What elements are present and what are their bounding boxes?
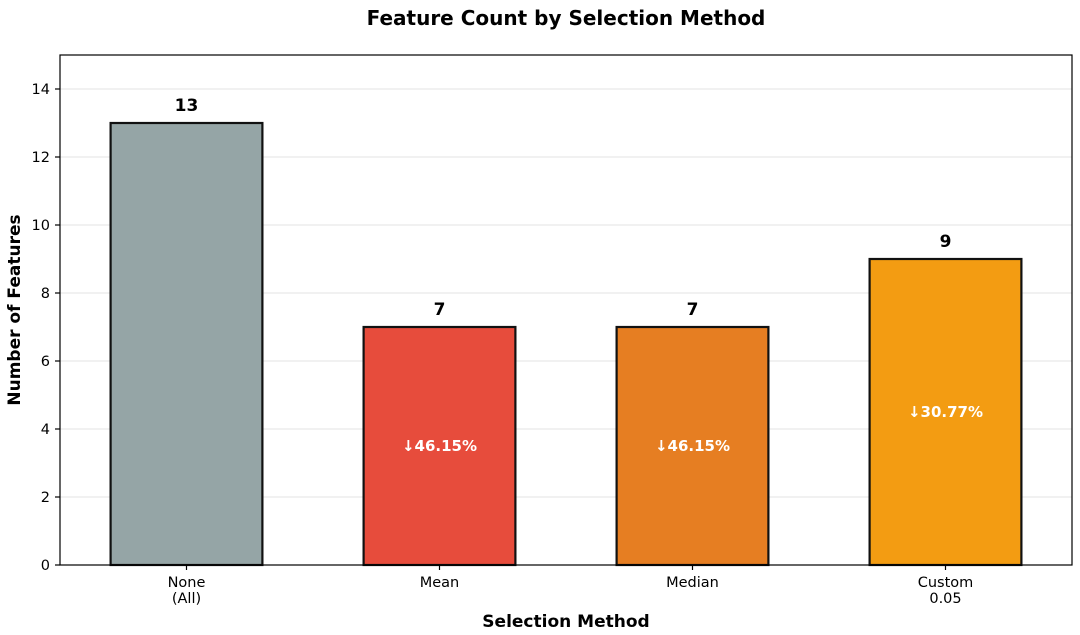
y-tick-label: 2 (41, 490, 50, 506)
bar (109, 121, 264, 567)
bar (868, 257, 1023, 567)
bar-value-label: 7 (687, 300, 699, 320)
y-axis-label: Number of Features (5, 214, 25, 405)
x-tick-label: Custom (918, 575, 974, 591)
x-tick-label: (All) (172, 591, 201, 607)
bar-value-label: 7 (434, 300, 446, 320)
bar-reduction-label: ↓46.15% (655, 437, 730, 455)
x-tick-label: Mean (420, 575, 460, 591)
plot-area-frame (59, 54, 1073, 566)
chart-title: Feature Count by Selection Method (367, 6, 766, 30)
x-tick-label: None (168, 575, 206, 591)
y-tick-label: 14 (32, 82, 50, 98)
bar-reduction-label: ↓30.77% (908, 403, 983, 421)
y-tick-label: 12 (32, 150, 50, 166)
x-tick-label: Median (666, 575, 719, 591)
y-tick-label: 0 (41, 558, 50, 574)
y-axis: 0 2 4 6 8 10 12 14 (32, 82, 60, 574)
y-tick-label: 4 (41, 422, 50, 438)
y-tick-label: 8 (41, 286, 50, 302)
x-tick-label: 0.05 (929, 591, 961, 607)
y-tick-label: 6 (41, 354, 50, 370)
bar-reduction-label: ↓46.15% (402, 437, 477, 455)
bar-value-label: 9 (940, 232, 952, 252)
bar (615, 325, 770, 567)
y-tick-label: 10 (32, 218, 50, 234)
x-axis-label: Selection Method (482, 612, 649, 632)
bar-value-label: 13 (175, 96, 199, 116)
bars-layer: 13 7 ↓46.15% 7 ↓46.15% 9 ↓30.77% (109, 96, 1023, 567)
